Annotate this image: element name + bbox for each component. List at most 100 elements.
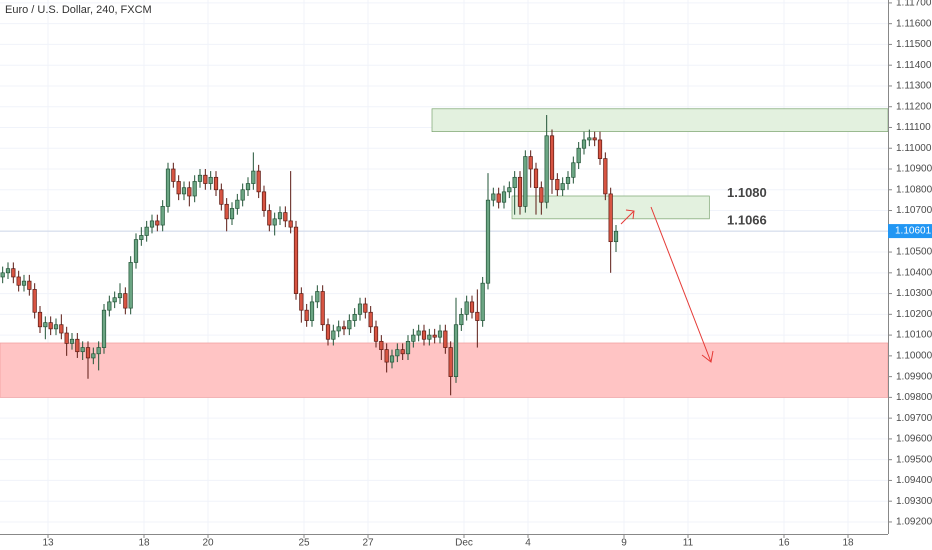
- candle-body: [144, 226, 149, 236]
- candle-body: [571, 162, 576, 178]
- x-tick-label: 18: [138, 538, 150, 549]
- chart-title: Euro / U.S. Dollar, 240, FXCM: [5, 4, 152, 16]
- candle-body: [139, 235, 144, 240]
- x-tick-label: 11: [683, 538, 694, 549]
- y-tick-label: 1.09300: [896, 496, 932, 507]
- candle-body: [389, 355, 395, 363]
- candle-body: [331, 330, 336, 340]
- candle-body: [437, 330, 443, 338]
- candle-body: [512, 176, 517, 189]
- candle-body: [432, 334, 437, 338]
- y-tick-label: 1.10900: [896, 164, 932, 175]
- candle-body: [592, 137, 597, 141]
- candle-body: [320, 291, 325, 326]
- y-tick-label: 1.11400: [896, 60, 932, 71]
- candle-body: [544, 135, 549, 203]
- candle-body: [16, 276, 21, 286]
- candle-body: [587, 137, 592, 141]
- candle-body: [581, 139, 587, 149]
- candle-body: [171, 168, 176, 182]
- candle-body: [32, 289, 37, 313]
- x-tick-label: 13: [42, 538, 54, 549]
- zone: [431, 108, 889, 132]
- y-tick-label: 1.11200: [896, 101, 932, 112]
- arrow: [620, 210, 635, 225]
- plot-layer: [0, 0, 889, 534]
- candle-body: [405, 340, 411, 355]
- candle-body: [37, 311, 43, 328]
- arrow-head: [625, 209, 635, 220]
- candle-body: [459, 313, 464, 326]
- y-tick-label: 1.09800: [896, 392, 932, 403]
- candle-body: [549, 135, 555, 180]
- candle-body: [560, 183, 565, 191]
- candle-body: [0, 272, 5, 278]
- candle-body: [293, 226, 299, 294]
- candle-body: [224, 203, 229, 220]
- y-tick-label: 1.10400: [896, 267, 932, 278]
- candle-body: [357, 303, 363, 315]
- candle-body: [48, 322, 53, 330]
- y-tick-label: 1.09200: [896, 517, 932, 528]
- candle-body: [597, 139, 603, 159]
- zone: [0, 342, 889, 398]
- candle-body: [309, 301, 315, 321]
- candle-body: [427, 334, 432, 340]
- candle-body: [469, 301, 475, 313]
- candle-body: [603, 158, 608, 195]
- x-tick-label: 27: [362, 538, 374, 549]
- candle-body: [181, 187, 187, 195]
- candle-body: [245, 183, 251, 191]
- x-tick-label: Dec: [455, 538, 473, 549]
- arrow: [650, 206, 712, 363]
- candle-body: [261, 191, 267, 211]
- candle-body: [272, 218, 277, 226]
- candle-body: [117, 293, 123, 299]
- candle-body: [421, 330, 427, 340]
- x-tick-label: 9: [621, 538, 627, 549]
- candle-body: [613, 230, 619, 243]
- y-tick-label: 1.10300: [896, 288, 932, 299]
- candle-body: [219, 189, 224, 205]
- x-tick-label: 16: [778, 538, 790, 549]
- y-tick-label: 1.09900: [896, 371, 932, 382]
- candle-body: [453, 324, 459, 377]
- last-price-tag: [888, 224, 932, 239]
- candle-body: [69, 338, 75, 344]
- candle-body: [112, 297, 117, 303]
- x-tick-label: 4: [525, 538, 531, 549]
- candle-body: [379, 340, 384, 350]
- candle-body: [347, 320, 352, 330]
- candle-body: [64, 332, 69, 344]
- arrow-head: [701, 350, 714, 363]
- annotation: 1.1080: [727, 185, 767, 200]
- y-tick-label: 1.09700: [896, 413, 932, 424]
- candle-body: [96, 347, 101, 355]
- candle-body: [128, 262, 133, 309]
- candle-body: [160, 206, 165, 226]
- candle-body: [235, 199, 240, 209]
- x-tick-label: 20: [202, 538, 214, 549]
- candle-body: [448, 347, 453, 377]
- candle-body: [59, 324, 64, 334]
- candle-body: [299, 293, 304, 311]
- candle-body: [523, 156, 528, 207]
- candle-body: [325, 324, 331, 340]
- candle-body: [165, 168, 171, 207]
- candle-body: [149, 220, 155, 228]
- y-tick-label: 1.11300: [896, 81, 932, 92]
- candle-body: [107, 301, 112, 311]
- candle-body: [475, 311, 480, 321]
- candle-body: [555, 179, 560, 191]
- candle-body: [43, 322, 48, 328]
- candle-body: [368, 311, 373, 328]
- candle-body: [11, 268, 16, 278]
- candle-body: [576, 147, 581, 164]
- candle-body: [176, 181, 181, 195]
- candle-body: [501, 191, 507, 203]
- candle-body: [528, 156, 533, 170]
- candle-body: [363, 303, 368, 313]
- candle-body: [53, 324, 59, 330]
- candle-body: [27, 280, 32, 290]
